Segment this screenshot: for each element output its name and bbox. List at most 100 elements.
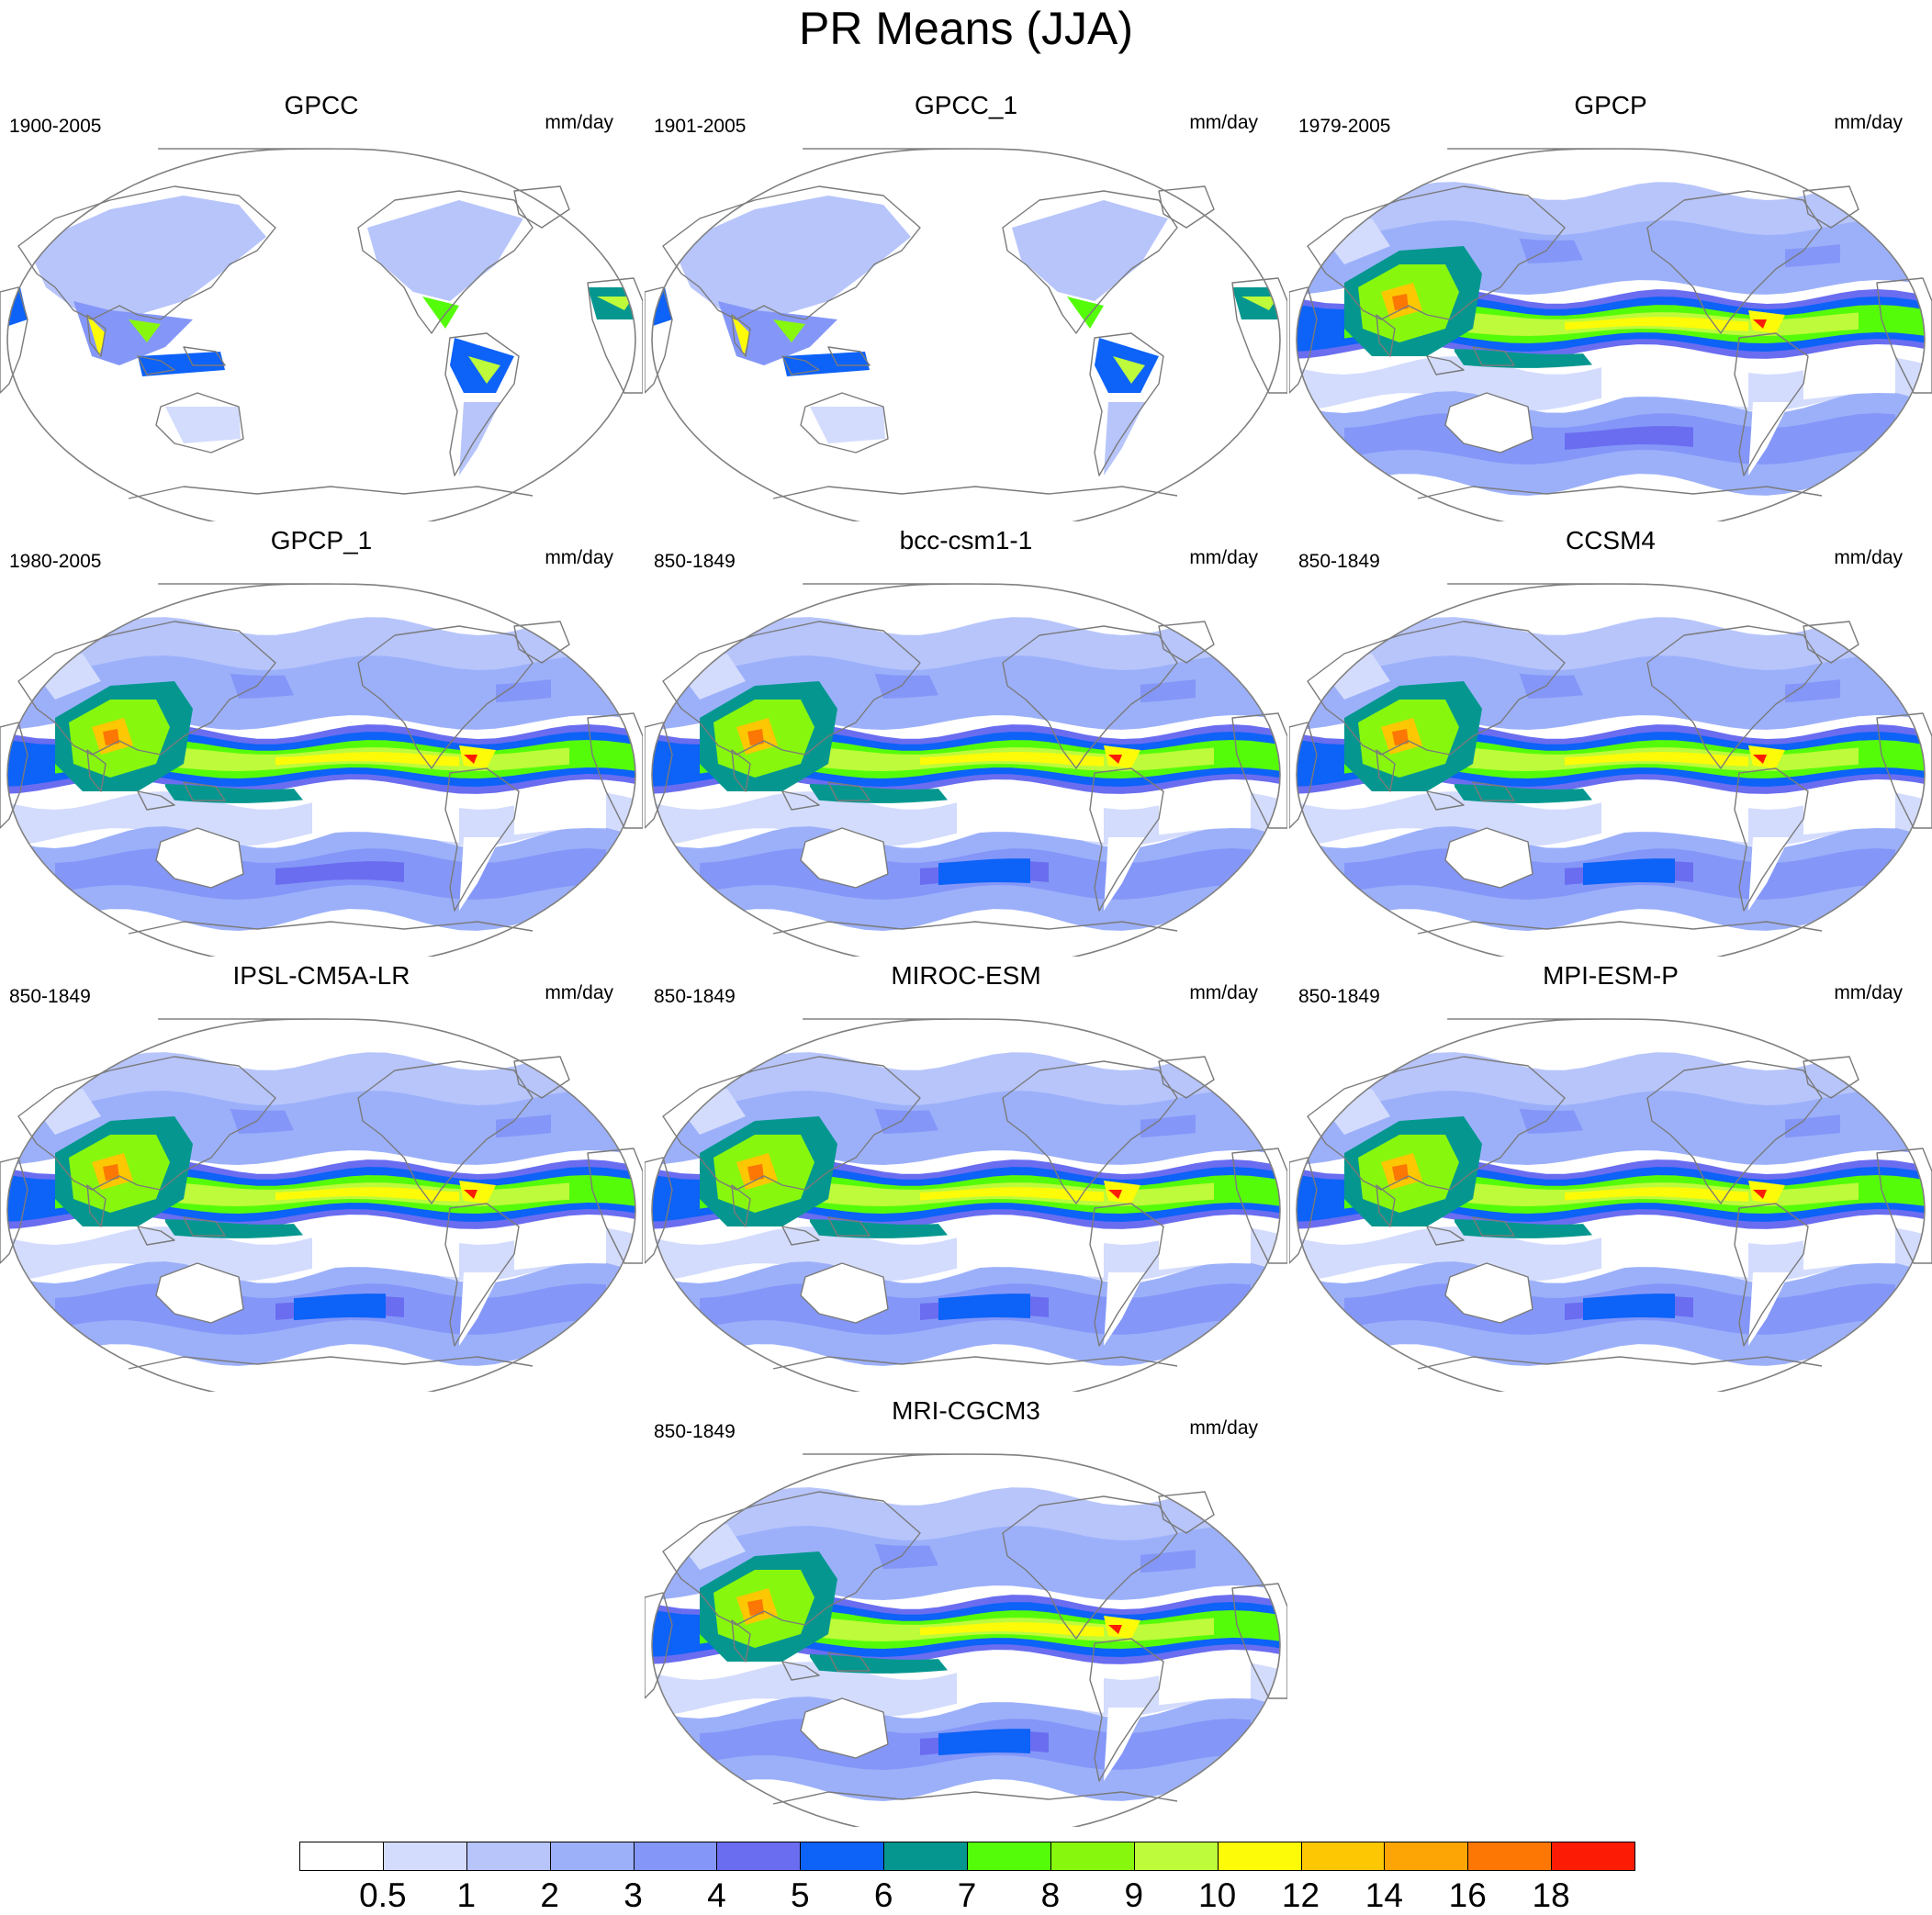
colorbar-tick-label: 5 bbox=[790, 1876, 810, 1914]
panel-title: MPI-ESM-P bbox=[1543, 961, 1679, 990]
map-panel: GPCP 1979-2005 mm/day bbox=[1289, 90, 1932, 521]
world-map bbox=[0, 1018, 643, 1392]
precip-field bbox=[652, 584, 1280, 957]
panel-title: GPCC bbox=[284, 91, 359, 119]
panel-title: MRI-CGCM3 bbox=[892, 1396, 1040, 1425]
panel-units: mm/day bbox=[1189, 1417, 1258, 1439]
panel-units: mm/day bbox=[545, 982, 613, 1003]
colorbar-tick-label: 9 bbox=[1124, 1876, 1144, 1914]
panel-units: mm/day bbox=[1189, 547, 1258, 568]
colorbar-tick-label: 18 bbox=[1532, 1876, 1570, 1914]
world-map bbox=[645, 583, 1287, 957]
colorbar-swatch bbox=[1384, 1842, 1469, 1871]
panel-period: 850-1849 bbox=[654, 1421, 736, 1442]
map-frame bbox=[1296, 148, 1926, 521]
colorbar-swatch bbox=[967, 1842, 1051, 1871]
panel-period: 1900-2005 bbox=[9, 116, 102, 137]
map-frame bbox=[651, 1018, 1281, 1392]
map-frame bbox=[6, 1018, 636, 1392]
panel-title: GPCP_1 bbox=[270, 526, 373, 554]
precip-field bbox=[1297, 584, 1925, 957]
colorbar-swatch bbox=[1133, 1842, 1219, 1871]
map-frame bbox=[651, 148, 1281, 521]
colorbar-swatch bbox=[716, 1842, 802, 1871]
world-map bbox=[1289, 1018, 1932, 1392]
colorbar-swatch bbox=[1551, 1842, 1635, 1871]
panel-title: IPSL-CM5A-LR bbox=[232, 961, 410, 990]
panel-period: 850-1849 bbox=[1298, 551, 1380, 572]
colorbar-tick-label: 7 bbox=[957, 1876, 977, 1914]
map-frame bbox=[1296, 583, 1926, 957]
map-frame bbox=[6, 583, 636, 957]
world-map bbox=[645, 148, 1287, 521]
colorbar-tick-label: 4 bbox=[707, 1876, 726, 1914]
colorbar-swatch bbox=[466, 1842, 551, 1871]
precip-field bbox=[1297, 1019, 1925, 1392]
panel-title: GPCP bbox=[1574, 91, 1647, 119]
colorbar-tick-label: 8 bbox=[1040, 1876, 1061, 1914]
colorbar-tick-label: 2 bbox=[540, 1876, 559, 1914]
map-panel: MRI-CGCM3 850-1849 mm/day bbox=[645, 1395, 1287, 1827]
panel-title: bcc-csm1-1 bbox=[899, 526, 1033, 554]
precip-field bbox=[652, 1019, 1280, 1392]
colorbar-tick-label: 1 bbox=[456, 1876, 477, 1914]
precip-field bbox=[652, 1454, 1280, 1827]
colorbar-swatch bbox=[1217, 1842, 1302, 1871]
panel-units: mm/day bbox=[1189, 982, 1258, 1003]
precip-field bbox=[7, 1019, 635, 1392]
panel-period: 850-1849 bbox=[654, 986, 736, 1007]
panel-units: mm/day bbox=[545, 547, 613, 568]
panel-units: mm/day bbox=[1834, 547, 1903, 568]
colorbar-swatch bbox=[1050, 1842, 1135, 1871]
colorbar-tick-label: 10 bbox=[1198, 1876, 1237, 1914]
panel-units: mm/day bbox=[1834, 112, 1903, 133]
panel-title: CCSM4 bbox=[1565, 526, 1656, 554]
map-panel: CCSM4 850-1849 mm/day bbox=[1289, 525, 1932, 957]
world-map bbox=[0, 583, 643, 957]
panel-period: 1901-2005 bbox=[654, 116, 747, 137]
panel-period: 850-1849 bbox=[654, 551, 736, 572]
colorbar-swatch bbox=[299, 1842, 384, 1871]
world-map bbox=[645, 1453, 1287, 1827]
panel-units: mm/day bbox=[545, 112, 613, 133]
panel-title: MIROC-ESM bbox=[891, 961, 1041, 990]
map-panel: MIROC-ESM 850-1849 mm/day bbox=[645, 960, 1287, 1392]
panel-units: mm/day bbox=[1834, 982, 1903, 1003]
map-frame bbox=[651, 1453, 1281, 1827]
map-frame bbox=[651, 583, 1281, 957]
precip-field bbox=[7, 149, 635, 521]
world-map bbox=[1289, 148, 1932, 521]
colorbar-swatch bbox=[883, 1842, 968, 1871]
world-map bbox=[0, 148, 643, 521]
panel-units: mm/day bbox=[1189, 112, 1258, 133]
panel-period: 1980-2005 bbox=[9, 551, 102, 572]
colorbar-tick-label: 6 bbox=[873, 1876, 893, 1914]
world-map bbox=[1289, 583, 1932, 957]
precip-field bbox=[652, 149, 1280, 521]
map-frame bbox=[1296, 1018, 1926, 1392]
map-panel: GPCP_1 1980-2005 mm/day bbox=[0, 525, 643, 957]
map-panel: IPSL-CM5A-LR 850-1849 mm/day bbox=[0, 960, 643, 1392]
colorbar-swatch bbox=[800, 1842, 885, 1871]
panel-period: 850-1849 bbox=[1298, 986, 1380, 1007]
colorbar-tick-label: 14 bbox=[1365, 1876, 1403, 1914]
colorbar-tick-label: 16 bbox=[1448, 1876, 1487, 1914]
map-panel: GPCC_1 1901-2005 mm/day bbox=[645, 90, 1287, 521]
colorbar-swatch bbox=[382, 1842, 467, 1871]
colorbar-tick-label: 12 bbox=[1281, 1876, 1320, 1914]
colorbar-swatch bbox=[1467, 1842, 1553, 1871]
precip-field bbox=[7, 584, 635, 957]
map-frame bbox=[6, 148, 636, 521]
panel-title: GPCC_1 bbox=[914, 91, 1018, 119]
precip-field bbox=[1297, 149, 1925, 521]
colorbar-tick-label: 0.5 bbox=[359, 1876, 407, 1914]
colorbar-swatch bbox=[1300, 1842, 1386, 1871]
panel-period: 1979-2005 bbox=[1298, 116, 1391, 137]
map-panel: GPCC 1900-2005 mm/day bbox=[0, 90, 643, 521]
map-panel: bcc-csm1-1 850-1849 mm/day bbox=[645, 525, 1287, 957]
world-map bbox=[645, 1018, 1287, 1392]
figure-title: PR Means (JJA) bbox=[799, 3, 1133, 54]
colorbar-swatch bbox=[549, 1842, 635, 1871]
colorbar-tick-label: 3 bbox=[623, 1876, 643, 1914]
colorbar-swatch bbox=[633, 1842, 718, 1871]
